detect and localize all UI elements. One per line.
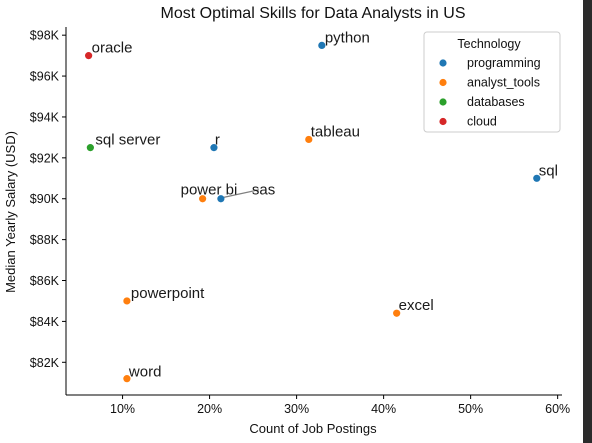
point-label-powerpoint: powerpoint bbox=[131, 285, 205, 302]
legend-marker-cloud bbox=[439, 117, 447, 126]
x-tick-label: 50% bbox=[458, 402, 483, 416]
y-tick-label: $88K bbox=[30, 233, 60, 247]
data-point-powerpoint bbox=[123, 297, 131, 305]
data-point-python bbox=[318, 41, 326, 50]
data-point-sql-server bbox=[86, 144, 94, 152]
y-tick-label: $84K bbox=[30, 315, 60, 329]
x-tick-label: 60% bbox=[545, 402, 570, 416]
point-label-sql-server: sql server bbox=[95, 132, 160, 149]
annotation-arrows bbox=[221, 189, 260, 199]
y-tick-label: $94K bbox=[30, 110, 60, 124]
data-points bbox=[85, 41, 541, 383]
y-tick-label: $82K bbox=[30, 356, 60, 370]
sas-annotation-arrow bbox=[221, 189, 260, 199]
window-edge-bar bbox=[583, 0, 592, 443]
axes: 10% 20% 30% 40% 50% 60% $82K $84K $86K $88K $90K $9… bbox=[30, 27, 570, 416]
point-label-tableau: tableau bbox=[311, 123, 360, 140]
chart-title: Most Optimal Skills for Data Analysts in… bbox=[161, 5, 466, 22]
data-point-excel bbox=[393, 309, 401, 317]
y-tick-label: $86K bbox=[30, 274, 60, 288]
data-point-word bbox=[123, 375, 131, 383]
x-tick-label: 20% bbox=[197, 402, 222, 416]
point-label-oracle: oracle bbox=[92, 40, 133, 57]
legend-title: Technology bbox=[457, 37, 521, 51]
x-axis-label: Count of Job Postings bbox=[249, 421, 377, 436]
y-tick-label: $98K bbox=[30, 29, 60, 43]
data-point-sas bbox=[217, 195, 225, 203]
point-label-python: python bbox=[325, 29, 370, 46]
data-point-power-bi bbox=[199, 195, 207, 203]
legend-label-databases: databases bbox=[467, 95, 525, 109]
point-label-sas: sas bbox=[252, 182, 275, 199]
point-labels: python oracle tableau sql server r sql power b… bbox=[92, 29, 558, 380]
legend-label-cloud: cloud bbox=[467, 115, 497, 129]
x-tick-label: 30% bbox=[284, 402, 309, 416]
legend-marker-analyst_tools bbox=[439, 78, 447, 87]
data-point-r bbox=[210, 144, 218, 152]
point-label-word: word bbox=[128, 364, 162, 381]
legend-frame bbox=[423, 31, 561, 133]
data-point-sql bbox=[533, 174, 541, 182]
legend-label-analyst_tools: analyst_tools bbox=[467, 76, 540, 90]
x-tick-label: 10% bbox=[110, 402, 135, 416]
y-tick-label: $92K bbox=[30, 151, 60, 165]
legend-label-programming: programming bbox=[467, 56, 541, 70]
data-point-tableau bbox=[305, 135, 313, 144]
legend-items: programming analyst_tools databases cloud bbox=[439, 56, 541, 129]
y-tick-label: $90K bbox=[30, 192, 60, 206]
y-tick-label: $96K bbox=[30, 70, 60, 84]
point-label-r: r bbox=[215, 132, 220, 149]
point-label-excel: excel bbox=[399, 297, 434, 314]
point-label-sql: sql bbox=[539, 162, 558, 179]
data-point-oracle bbox=[85, 52, 93, 60]
point-label-power-bi: power bi bbox=[181, 182, 238, 199]
legend-marker-databases bbox=[439, 98, 447, 106]
legend: Technology programming analyst_toolsdatab… bbox=[423, 31, 561, 133]
legend-marker-programming bbox=[439, 59, 447, 67]
x-tick-label: 40% bbox=[371, 402, 396, 416]
y-axis-label: Median Yearly Salary (USD) bbox=[3, 131, 18, 293]
